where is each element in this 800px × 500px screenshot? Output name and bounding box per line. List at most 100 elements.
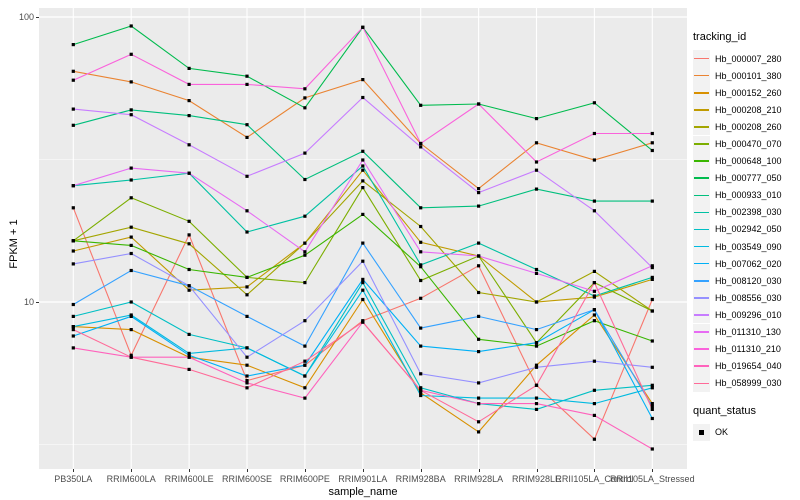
legend-key — [693, 323, 710, 341]
data-point — [361, 320, 365, 324]
data-point — [245, 355, 249, 359]
data-point — [187, 351, 191, 355]
y-tick-label-100: 100 — [18, 11, 34, 22]
data-point — [361, 149, 365, 153]
quant-status-block: quant_status OK — [693, 405, 799, 441]
data-point — [419, 263, 423, 267]
y-tick-mark — [36, 17, 39, 18]
legend-item: Hb_019654_040 — [693, 357, 799, 375]
legend-key — [693, 203, 710, 221]
legend-title-quant-status: quant_status — [693, 404, 756, 417]
x-tick-mark — [131, 469, 133, 472]
x-tick-mark — [247, 469, 248, 472]
x-tick-mark — [189, 469, 191, 472]
legend-key — [693, 50, 710, 68]
x-tick-mark — [73, 469, 75, 472]
data-point — [187, 288, 191, 292]
legend-item: Hb_000208_260 — [693, 118, 799, 136]
legend-line-swatch — [694, 109, 709, 111]
legend-item-label: Hb_007062_020 — [715, 258, 782, 269]
legend-item: Hb_011310_210 — [693, 340, 799, 358]
data-point — [129, 314, 133, 318]
data-point — [592, 413, 596, 417]
x-axis-title: sample_name — [328, 486, 398, 498]
legend-key — [693, 374, 710, 392]
data-point — [477, 290, 481, 295]
legend-key — [693, 84, 710, 102]
data-point — [303, 106, 307, 110]
x-tick-label: RRIM901LA — [338, 474, 388, 484]
data-point — [592, 359, 596, 363]
data-point — [303, 151, 307, 155]
legend-item-label: Hb_000152_260 — [715, 87, 782, 98]
data-point — [71, 334, 75, 338]
data-point — [303, 250, 307, 254]
data-point — [303, 241, 307, 245]
x-tick-label: RRIM600LA — [106, 474, 156, 484]
legend-line-swatch — [694, 365, 709, 368]
data-point — [592, 294, 596, 298]
data-point — [71, 184, 75, 188]
legend-line-swatch — [694, 331, 709, 333]
data-point — [245, 285, 249, 289]
legend-line-swatch — [694, 57, 709, 60]
data-point — [361, 186, 365, 190]
data-point — [592, 437, 596, 441]
data-point — [419, 372, 423, 376]
legend-item-label: Hb_000208_260 — [715, 121, 782, 132]
plot-svg — [39, 8, 687, 469]
data-point — [187, 367, 191, 371]
data-point — [361, 168, 365, 172]
legend-item: Hb_000648_100 — [693, 152, 799, 170]
data-point — [477, 420, 481, 424]
legend-key — [693, 238, 710, 256]
data-point — [187, 219, 191, 223]
data-point — [477, 241, 481, 245]
data-point — [361, 179, 365, 183]
data-point — [71, 346, 75, 350]
x-tick-label: RRIM600PE — [279, 474, 330, 484]
data-point — [361, 25, 365, 29]
data-point — [187, 355, 191, 359]
data-point — [245, 381, 249, 385]
data-point — [534, 365, 539, 369]
legend-line-swatch — [694, 143, 709, 145]
legend-items: Hb_000007_280 Hb_000101_380 Hb_000152_260 H… — [693, 50, 799, 392]
legend-item-label: Hb_011310_210 — [715, 344, 781, 355]
legend-item-label: Hb_000777_050 — [715, 173, 782, 184]
data-point — [592, 158, 596, 162]
data-point — [71, 262, 75, 266]
data-point — [477, 191, 481, 195]
data-point — [245, 386, 249, 390]
data-point — [592, 209, 596, 213]
data-point — [129, 80, 133, 84]
data-point — [534, 407, 539, 411]
y-tick-mark — [36, 302, 39, 303]
data-point — [129, 52, 133, 56]
data-point — [419, 141, 423, 146]
data-point — [419, 240, 423, 244]
data-point — [592, 313, 596, 317]
data-point — [650, 365, 654, 369]
quant-ok-label: OK — [715, 427, 729, 438]
legend-item-label: Hb_000470_070 — [715, 139, 782, 150]
data-point — [187, 233, 191, 237]
data-point — [650, 309, 654, 313]
data-point — [419, 103, 423, 107]
legend-key — [693, 118, 710, 136]
data-point — [534, 160, 539, 164]
data-point — [129, 355, 133, 359]
data-point — [361, 297, 365, 302]
legend-item-label: Hb_058999_030 — [715, 378, 782, 389]
legend-line-swatch — [694, 177, 709, 179]
legend-item: Hb_008120_030 — [693, 272, 799, 290]
legend-key — [693, 67, 710, 85]
data-point — [361, 277, 365, 281]
legend-title-tracking-id: tracking_id — [693, 31, 747, 43]
data-point — [303, 281, 307, 285]
data-point — [650, 339, 654, 343]
data-point — [303, 344, 307, 348]
legend-item: Hb_007062_020 — [693, 255, 799, 273]
legend-line-swatch — [694, 297, 709, 299]
data-point — [245, 379, 249, 383]
